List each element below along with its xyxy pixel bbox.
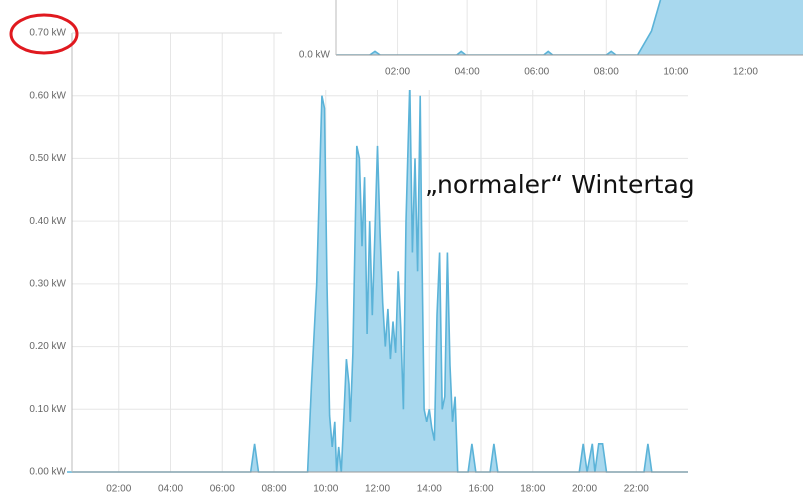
plot-clip bbox=[336, 0, 803, 55]
y-tick-label: 0.60 kW bbox=[29, 90, 66, 101]
x-tick-label: 10:00 bbox=[313, 484, 338, 495]
y-tick-label: 0.50 kW bbox=[29, 153, 66, 164]
y-tick-label: 0.70 kW bbox=[29, 28, 66, 39]
area-fill bbox=[67, 83, 688, 472]
x-tick-label: 20:00 bbox=[572, 484, 597, 495]
area-fill bbox=[336, 0, 803, 55]
area-line bbox=[336, 0, 662, 55]
y-tick-label: 0.40 kW bbox=[29, 216, 66, 227]
x-tick-label: 14:00 bbox=[417, 484, 442, 495]
x-tick-label: 04:00 bbox=[455, 67, 480, 78]
y-tick-label: 0.10 kW bbox=[29, 404, 66, 415]
x-tick-label: 02:00 bbox=[385, 67, 410, 78]
x-tick-label: 08:00 bbox=[594, 67, 619, 78]
x-tick-label: 04:00 bbox=[158, 484, 183, 495]
x-tick-label: 12:00 bbox=[733, 67, 758, 78]
x-tick-label: 18:00 bbox=[520, 484, 545, 495]
x-tick-label: 06:00 bbox=[210, 484, 235, 495]
x-tick-label: 22:00 bbox=[624, 484, 649, 495]
x-tick-label: 10:00 bbox=[663, 67, 688, 78]
x-tick-label: 12:00 bbox=[365, 484, 390, 495]
y-tick-label: 0.30 kW bbox=[29, 278, 66, 289]
highlight-circle bbox=[9, 13, 79, 55]
y-tick-label: 0.20 kW bbox=[29, 341, 66, 352]
main-chart: 0.00 kW 0.10 kW 0.20 kW 0.30 kW 0.40 kW 0.50 … bbox=[29, 28, 688, 495]
y-tick-label: 0.00 kW bbox=[29, 467, 66, 478]
x-tick-label: 02:00 bbox=[106, 484, 131, 495]
y-tick-label: 0.0 kW bbox=[299, 50, 331, 61]
annotation: „normaler“ Wintertag bbox=[425, 170, 695, 199]
x-tick-label: 08:00 bbox=[261, 484, 286, 495]
x-tick-label: 16:00 bbox=[468, 484, 493, 495]
x-tick-label: 06:00 bbox=[524, 67, 549, 78]
